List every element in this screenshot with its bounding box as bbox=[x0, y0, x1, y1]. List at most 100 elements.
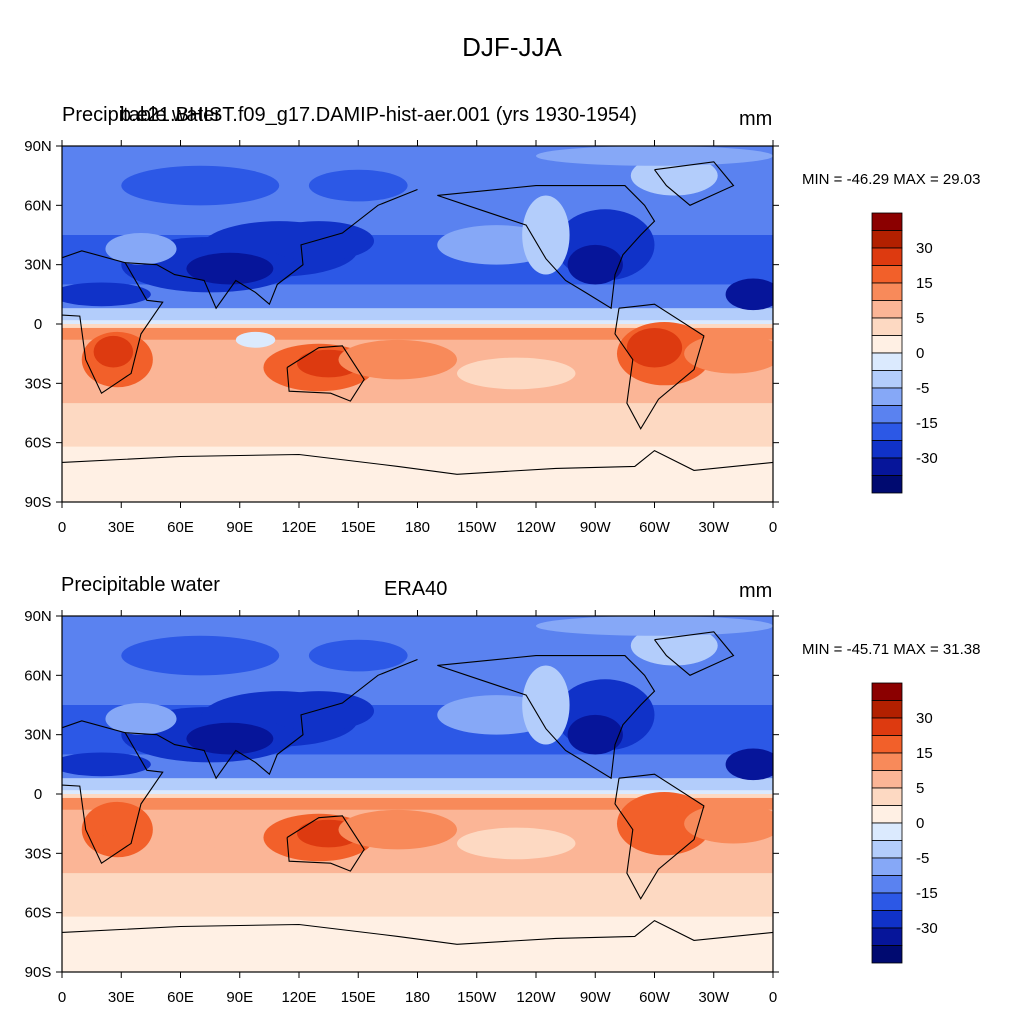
coastline bbox=[614, 773, 705, 900]
lon-tick-label: 90E bbox=[226, 519, 253, 536]
colorbar-label: -15 bbox=[916, 415, 938, 432]
lon-tick-label: 30W bbox=[698, 519, 730, 536]
lon-tick-label: 0 bbox=[769, 519, 777, 536]
panel-top-left-string: Precipitable water bbox=[62, 104, 221, 126]
lat-tick-label: 60S bbox=[25, 905, 52, 922]
colorbar-box bbox=[871, 370, 903, 389]
contour-blob bbox=[308, 169, 408, 202]
colorbar-box bbox=[871, 822, 903, 841]
panel-top-units: mm bbox=[739, 108, 773, 130]
colorbar-label: -15 bbox=[916, 885, 938, 902]
colorbar-box bbox=[871, 457, 903, 476]
colorbar-label: -5 bbox=[916, 850, 929, 867]
contour-blob bbox=[263, 691, 375, 731]
coastline bbox=[286, 345, 365, 402]
colorbar-label: -30 bbox=[916, 920, 938, 937]
colorbar-box bbox=[871, 422, 903, 441]
lon-tick-label: 90W bbox=[580, 989, 612, 1006]
contour-blob bbox=[725, 748, 773, 781]
contour-blob bbox=[725, 278, 773, 311]
lat-tick-label: 30N bbox=[24, 727, 52, 744]
colorbar-label: -30 bbox=[916, 450, 938, 467]
lat-tick-label: 90S bbox=[25, 494, 52, 511]
contour-blob bbox=[105, 233, 177, 265]
colorbar-box bbox=[871, 300, 903, 319]
colorbar-box bbox=[871, 857, 903, 876]
map-bottom bbox=[62, 616, 773, 972]
lat-tick-label: 30S bbox=[25, 845, 52, 862]
colorbar-box bbox=[871, 247, 903, 266]
lon-tick-label: 90W bbox=[580, 519, 612, 536]
colorbar-label: 30 bbox=[916, 240, 933, 257]
panel-top-center-string: b.e21.BHIST.f09_g17.DAMIP-hist-aer.001 (… bbox=[120, 104, 637, 126]
colorbar-box bbox=[871, 282, 903, 301]
colorbar-box bbox=[871, 352, 903, 371]
contour-blob bbox=[186, 252, 274, 285]
lon-tick-label: 120W bbox=[516, 519, 556, 536]
figure-title: DJF-JJA bbox=[462, 32, 562, 62]
colorbar-box bbox=[871, 910, 903, 929]
lat-tick-label: 0 bbox=[34, 786, 42, 803]
lat-tick-label: 90N bbox=[24, 608, 52, 625]
lon-tick-label: 120E bbox=[281, 519, 316, 536]
colorbar-box bbox=[871, 387, 903, 406]
lon-tick-label: 120E bbox=[281, 989, 316, 1006]
lat-tick-label: 90N bbox=[24, 138, 52, 155]
lon-tick-label: 0 bbox=[58, 519, 66, 536]
coastline bbox=[654, 631, 735, 676]
lon-tick-label: 150W bbox=[457, 989, 497, 1006]
colorbar-label: 5 bbox=[916, 310, 924, 327]
contour-blob bbox=[121, 635, 280, 676]
contour-blob bbox=[121, 165, 280, 206]
coastline bbox=[654, 161, 735, 206]
lon-tick-label: 60E bbox=[167, 989, 194, 1006]
contour-blob bbox=[93, 805, 134, 838]
colorbar-label: -5 bbox=[916, 380, 929, 397]
coastline bbox=[62, 449, 773, 475]
contour-blob bbox=[235, 331, 276, 348]
panel-bottom-left-string: Precipitable water bbox=[61, 574, 220, 596]
lon-tick-label: 0 bbox=[769, 989, 777, 1006]
contour-blob bbox=[93, 335, 134, 368]
colorbar-box bbox=[871, 892, 903, 911]
colorbar-box bbox=[871, 875, 903, 894]
colorbar-box bbox=[871, 787, 903, 806]
coastline bbox=[437, 655, 656, 780]
lat-tick-label: 30S bbox=[25, 375, 52, 392]
coastline bbox=[614, 303, 705, 430]
contour-band bbox=[62, 308, 773, 321]
lon-tick-label: 60W bbox=[639, 989, 671, 1006]
lon-tick-label: 60E bbox=[167, 519, 194, 536]
contour-blob bbox=[684, 333, 773, 374]
coastline bbox=[62, 250, 164, 395]
colorbar-box bbox=[871, 230, 903, 249]
contour-blob bbox=[338, 339, 457, 380]
colorbars: 30 15 5 0 -5 -15 -30 30 15 5 0 -5 -15 -30 bbox=[871, 212, 938, 964]
colorbar-box bbox=[871, 927, 903, 946]
lat-tick-label: 60N bbox=[24, 667, 52, 684]
coastline bbox=[286, 815, 365, 872]
colorbar-label: 30 bbox=[916, 710, 933, 727]
contour-band bbox=[62, 790, 773, 794]
contour-blob bbox=[457, 357, 576, 390]
panel-bottom-center-string: ERA40 bbox=[384, 578, 448, 600]
lon-tick-label: 0 bbox=[58, 989, 66, 1006]
lat-tick-label: 60S bbox=[25, 435, 52, 452]
contour-blob bbox=[457, 827, 576, 860]
contour-blob bbox=[141, 841, 220, 866]
contour-blob bbox=[522, 195, 570, 275]
contour-band bbox=[62, 320, 773, 324]
colorbar-label: 5 bbox=[916, 780, 924, 797]
contour-band bbox=[62, 778, 773, 791]
coastline bbox=[125, 658, 418, 780]
contour-blob bbox=[338, 809, 457, 850]
contour-blob bbox=[105, 703, 177, 735]
lon-tick-label: 30E bbox=[108, 989, 135, 1006]
contour-blob bbox=[186, 722, 274, 755]
lon-tick-label: 30W bbox=[698, 989, 730, 1006]
contour-blob bbox=[263, 221, 375, 261]
coastline bbox=[62, 720, 164, 865]
colorbar-box bbox=[871, 475, 903, 494]
contour-band bbox=[62, 327, 773, 340]
